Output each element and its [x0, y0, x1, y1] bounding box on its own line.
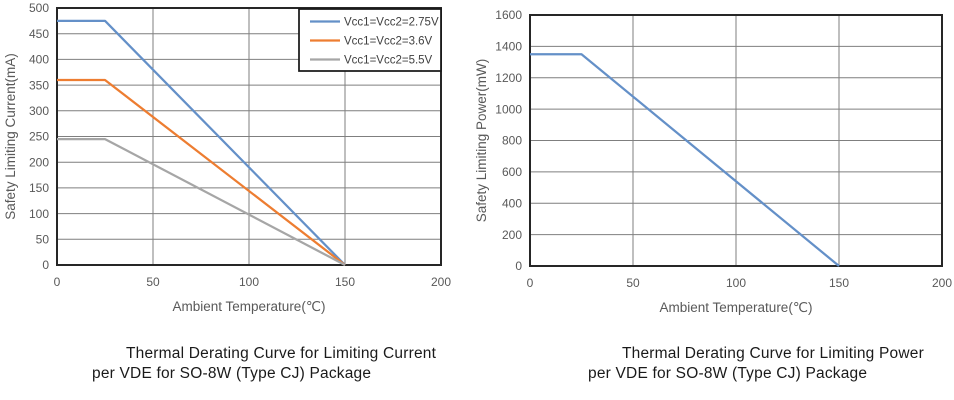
y-tick-label: 150 [29, 181, 49, 195]
x-tick-label: 200 [932, 276, 952, 290]
y-tick-label: 100 [29, 207, 49, 221]
series-line-0 [530, 53, 840, 267]
y-tick-label: 300 [29, 104, 49, 118]
series-line-0 [57, 19, 346, 266]
caption-line-1: Thermal Derating Curve for Limiting Curr… [126, 345, 437, 362]
x-tick-label: 100 [239, 275, 259, 289]
y-tick-label: 1400 [495, 40, 522, 54]
y-tick-label: 1600 [495, 8, 522, 22]
series-line-2 [57, 137, 346, 266]
y-tick-label: 1200 [495, 71, 522, 85]
x-tick-label: 200 [431, 275, 451, 289]
y-tick-label: 400 [502, 196, 522, 210]
x-tick-label: 0 [527, 276, 534, 290]
caption-limiting-power: Thermal Derating Curve for Limiting Powe… [470, 344, 954, 384]
y-tick-label: 0 [42, 258, 49, 272]
x-axis-title: Ambient Temperature(℃) [173, 299, 326, 314]
y-tick-label: 200 [502, 228, 522, 242]
legend-entry-label: Vcc1=Vcc2=2.75V [344, 17, 439, 29]
x-tick-label: 50 [146, 275, 160, 289]
x-tick-label: 150 [829, 276, 849, 290]
y-tick-label: 400 [29, 53, 49, 67]
limiting-power-chart: 0 200 400 600 800 1000 1200 1400 1600 0 50 100 150 20… [474, 8, 952, 315]
x-tick-label: 50 [626, 276, 640, 290]
y-tick-label: 50 [36, 233, 50, 247]
x-tick-label: 0 [54, 275, 61, 289]
y-tick-label: 450 [29, 27, 49, 41]
series-line-1 [57, 78, 346, 266]
figure-limiting-current: 0 50 100 150 200 250 300 350 400 450 500 0 50 100 150 2… [0, 0, 470, 400]
x-tick-label: 150 [335, 275, 355, 289]
plot-border [56, 7, 442, 266]
y-tick-label: 350 [29, 78, 49, 92]
y-tick-label: 200 [29, 155, 49, 169]
legend-entry-label: Vcc1=Vcc2=3.6V [344, 36, 433, 48]
caption-line-2: per VDE for SO-8W (Type CJ) Package [92, 365, 372, 382]
y-axis-title: Safety Limiting Power(mW) [474, 59, 489, 223]
y-tick-label: 1000 [495, 102, 522, 116]
figure-limiting-power: 0 200 400 600 800 1000 1200 1400 1600 0 50 100 150 20… [470, 0, 954, 400]
y-tick-label: 800 [502, 134, 522, 148]
y-tick-label: 250 [29, 130, 49, 144]
y-axis-title: Safety Limiting Current(mA) [3, 53, 18, 220]
legend-entry-label: Vcc1=Vcc2=5.5V [344, 55, 433, 67]
y-tick-label: 0 [515, 259, 522, 273]
y-tick-label: 600 [502, 165, 522, 179]
caption-line-2: per VDE for SO-8W (Type CJ) Package [588, 365, 868, 382]
limiting-current-chart: 0 50 100 150 200 250 300 350 400 450 500 0 50 100 150 2… [3, 1, 451, 314]
x-axis-title: Ambient Temperature(℃) [660, 300, 813, 315]
y-tick-label: 500 [29, 1, 49, 15]
caption-limiting-current: Thermal Derating Curve for Limiting Curr… [0, 344, 470, 384]
x-tick-label: 100 [726, 276, 746, 290]
plot-border [529, 14, 943, 267]
caption-line-1: Thermal Derating Curve for Limiting Powe… [622, 345, 924, 362]
